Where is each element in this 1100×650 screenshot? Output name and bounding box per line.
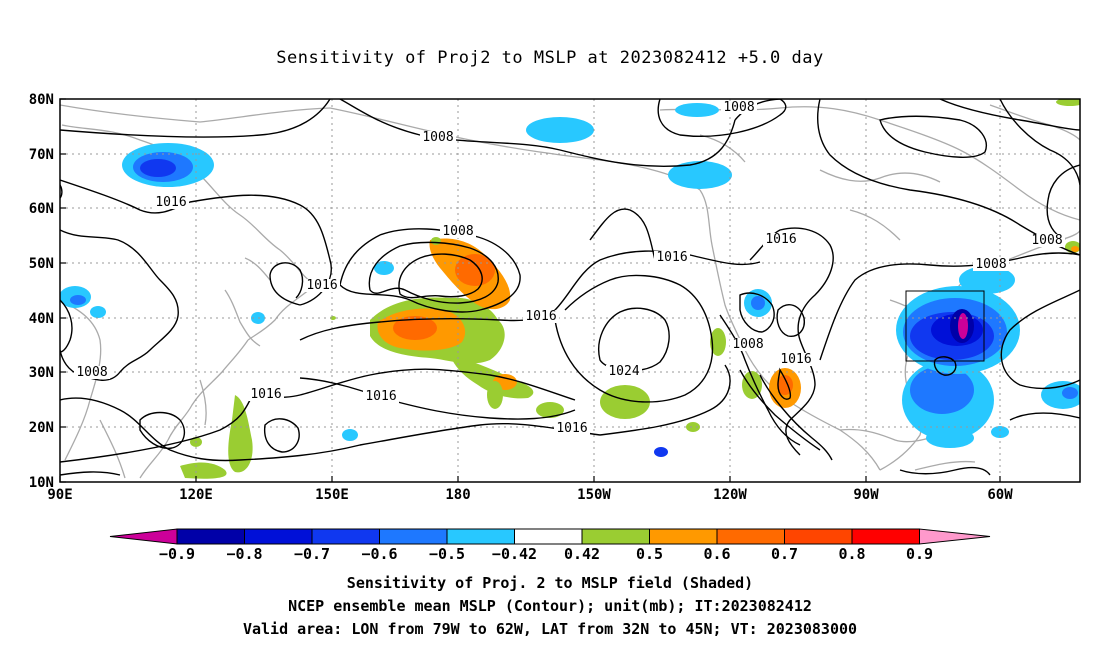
colorbar-segment bbox=[581, 528, 650, 545]
colorbar-segment bbox=[176, 528, 245, 545]
map-frame bbox=[59, 98, 1081, 483]
colorbar-label: −0.9 bbox=[159, 545, 195, 563]
colorbar-segment bbox=[244, 528, 313, 545]
colorbar-label: −0.7 bbox=[294, 545, 330, 563]
lat-tick-label: 20N bbox=[29, 420, 54, 436]
lat-tick-label: 80N bbox=[29, 92, 54, 108]
contour-label-bg bbox=[363, 390, 399, 403]
contour-label-bg bbox=[153, 196, 189, 209]
lon-tick-label: 60W bbox=[987, 487, 1013, 503]
lon-tick-label: 90E bbox=[47, 487, 72, 503]
contour-label: 1008 bbox=[732, 337, 763, 352]
contour-label-bg bbox=[730, 338, 766, 351]
colorbar-segment bbox=[716, 528, 785, 545]
contour-label: 1016 bbox=[765, 232, 796, 247]
colorbar: −0.9 −0.8 −0.7 −0.6 −0.5 −0.42 0.42 0.5 0.6 0.7 0.… bbox=[109, 528, 991, 563]
lon-tick-label: 150W bbox=[577, 487, 611, 503]
contour-label: 1008 bbox=[442, 224, 473, 239]
contour-label: 1016 bbox=[780, 352, 811, 367]
caption-valid-area: Valid area: LON from 79W to 62W, LAT fro… bbox=[242, 620, 858, 638]
contour-label: 1016 bbox=[250, 387, 281, 402]
colorbar-label: 0.42 bbox=[564, 545, 600, 563]
colorbar-label: −0.8 bbox=[226, 545, 262, 563]
colorbar-label: −0.5 bbox=[429, 545, 465, 563]
contour-label-bg bbox=[721, 101, 757, 114]
colorbar-segment bbox=[514, 528, 583, 545]
colorbar-under-triangle bbox=[109, 528, 178, 545]
colorbar-label: −0.42 bbox=[492, 545, 537, 563]
lon-tick-label: 120W bbox=[713, 487, 747, 503]
lon-tick-label: 120E bbox=[179, 487, 213, 503]
contour-label-bg bbox=[523, 310, 559, 323]
contour-label-bg bbox=[973, 258, 1009, 271]
contour-label-bg bbox=[606, 365, 642, 378]
lat-tick-label: 10N bbox=[29, 475, 54, 491]
colorbar-segment bbox=[851, 528, 920, 545]
contour-label-bg bbox=[74, 366, 110, 379]
contour-label-bg bbox=[778, 353, 814, 366]
contour-label-bg bbox=[1029, 234, 1065, 247]
axis-ticks bbox=[59, 98, 1001, 483]
contour-label: 1016 bbox=[525, 309, 556, 324]
contour-label: 1008 bbox=[723, 100, 754, 115]
colorbar-segment bbox=[446, 528, 515, 545]
colorbar-label: 0.9 bbox=[906, 545, 933, 563]
lat-tick-label: 70N bbox=[29, 147, 54, 163]
map-title: Sensitivity of Proj2 to MSLP at 20230824… bbox=[276, 48, 824, 68]
sensitivity-shading bbox=[60, 99, 1080, 479]
contour-label: 1016 bbox=[155, 195, 186, 210]
colorbar-segment bbox=[784, 528, 853, 545]
contour-label-bg bbox=[440, 225, 476, 238]
lon-tick-label: 90W bbox=[853, 487, 879, 503]
contour-label: 1008 bbox=[76, 365, 107, 380]
colorbar-label: −0.6 bbox=[361, 545, 397, 563]
contour-label: 1008 bbox=[422, 130, 453, 145]
colorbar-segment bbox=[649, 528, 718, 545]
contour-label-bg bbox=[304, 279, 340, 292]
lat-tick-label: 30N bbox=[29, 365, 54, 381]
contour-label: 1008 bbox=[1031, 233, 1062, 248]
colorbar-segment bbox=[379, 528, 448, 545]
contour-label: 1016 bbox=[556, 421, 587, 436]
colorbar-label: 0.6 bbox=[703, 545, 730, 563]
lat-tick-label: 60N bbox=[29, 201, 54, 217]
contour-label: 1016 bbox=[656, 250, 687, 265]
contour-label: 1016 bbox=[365, 389, 396, 404]
colorbar-over-triangle bbox=[919, 528, 991, 545]
contour-label: 1024 bbox=[608, 364, 639, 379]
contour-label-bg bbox=[420, 131, 456, 144]
colorbar-label: 0.5 bbox=[636, 545, 663, 563]
mslp-contours bbox=[60, 99, 1080, 476]
caption-shading: Sensitivity of Proj. 2 to MSLP field (Sh… bbox=[346, 574, 754, 592]
colorbar-label: 0.7 bbox=[771, 545, 798, 563]
colorbar-segment bbox=[311, 528, 380, 545]
contour-label-bg bbox=[554, 422, 590, 435]
lat-tick-label: 40N bbox=[29, 311, 54, 327]
contour-label-bg bbox=[654, 251, 690, 264]
contour-label: 1008 bbox=[975, 257, 1006, 272]
contour-label-layer: 1008 1008 1016 1016 1008 1016 1016 1024 1016 1016… bbox=[74, 100, 1065, 436]
lat-tick-label: 50N bbox=[29, 256, 54, 272]
valid-area-box bbox=[905, 290, 985, 362]
contour-label-bg bbox=[763, 233, 799, 246]
contour-label: 1016 bbox=[306, 278, 337, 293]
lon-tick-label: 180 bbox=[445, 487, 470, 503]
grid-lines bbox=[60, 99, 1080, 482]
contour-label-bg bbox=[248, 388, 284, 401]
caption-contour: NCEP ensemble mean MSLP (Contour); unit(… bbox=[288, 597, 812, 615]
lon-tick-label: 150E bbox=[315, 487, 349, 503]
colorbar-label: 0.8 bbox=[838, 545, 865, 563]
